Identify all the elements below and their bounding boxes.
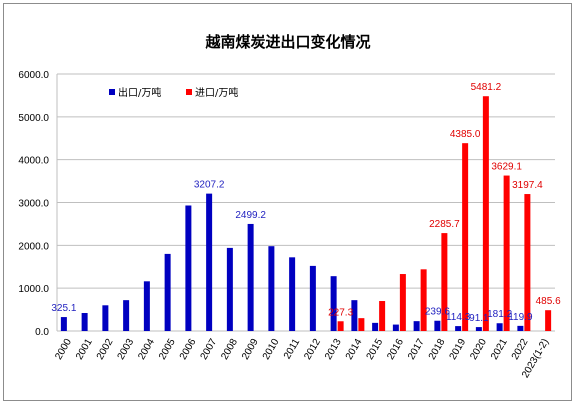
export-bar xyxy=(434,320,441,331)
x-tick-label: 2008 xyxy=(219,337,240,362)
export-bar xyxy=(206,193,213,331)
grid-lines xyxy=(56,73,555,332)
x-tick-label: 2004 xyxy=(136,337,157,362)
y-tick-label: 0.0 xyxy=(35,327,49,338)
legend-label-import: 进口/万吨 xyxy=(195,86,238,99)
x-tick-label: 2020 xyxy=(468,337,489,362)
import-bar xyxy=(441,233,448,331)
x-tick-label: 2005 xyxy=(157,337,178,362)
export-data-label: 181.2 xyxy=(487,309,512,320)
export-bar xyxy=(289,257,296,331)
export-data-label: 91.1 xyxy=(469,313,489,324)
data-labels: 325.1 3207.2 2499.2 239.6114.391.1181.2119.… xyxy=(51,82,561,324)
export-bar xyxy=(102,305,109,331)
x-tick-label: 2007 xyxy=(199,337,220,362)
x-axis-ticks: 2000 2001 2002 2003 2004 2005 2006 2007 2008 2009… xyxy=(53,337,551,380)
x-tick-label: 2014 xyxy=(344,337,365,362)
x-tick-label: 2017 xyxy=(406,337,427,362)
import-data-label: 227.3 xyxy=(328,307,353,318)
import-data-label: 4385.0 xyxy=(450,129,481,140)
legend-swatch-export xyxy=(109,89,115,95)
import-data-label: 3629.1 xyxy=(491,162,522,173)
x-tick-label: 2002 xyxy=(95,337,116,362)
export-bar xyxy=(496,323,503,331)
export-data-label: 114.3 xyxy=(446,312,471,323)
export-bar xyxy=(475,327,482,331)
export-bar xyxy=(60,317,67,331)
x-tick-label: 2015 xyxy=(365,337,386,362)
legend-label-export: 出口/万吨 xyxy=(118,86,161,99)
y-tick-label: 5000.0 xyxy=(18,113,49,124)
export-data-label: 119.9 xyxy=(508,312,533,323)
x-tick-label: 2000 xyxy=(53,337,74,362)
x-tick-label: 2010 xyxy=(261,337,282,362)
x-tick-label: 2013 xyxy=(323,337,344,362)
import-bar xyxy=(337,321,344,331)
import-bar xyxy=(358,318,365,331)
x-tick-label: 2018 xyxy=(427,337,448,362)
import-data-label: 485.6 xyxy=(536,296,561,307)
import-bar xyxy=(462,143,469,331)
export-bar xyxy=(392,324,399,331)
import-data-label: 3197.4 xyxy=(512,180,543,191)
y-tick-label: 3000.0 xyxy=(18,199,49,210)
import-bar xyxy=(503,175,510,331)
export-bar xyxy=(226,247,233,331)
export-bar xyxy=(143,281,150,331)
export-data-label: 325.1 xyxy=(51,303,76,314)
import-bar xyxy=(545,310,552,331)
export-bar xyxy=(372,322,379,331)
export-bar xyxy=(455,326,462,331)
import-bar xyxy=(482,96,489,332)
import-bar xyxy=(379,301,386,331)
y-tick-label: 6000.0 xyxy=(18,70,49,81)
export-data-label: 239.6 xyxy=(425,307,450,318)
export-bar xyxy=(330,276,337,331)
y-tick-label: 1000.0 xyxy=(18,284,49,295)
legend-swatch-import xyxy=(186,89,192,95)
import-data-label: 2285.7 xyxy=(429,219,460,230)
export-bar xyxy=(268,246,275,331)
export-bar xyxy=(517,325,524,331)
x-tick-label: 2022 xyxy=(510,337,531,362)
x-tick-label: 2001 xyxy=(74,337,95,362)
x-tick-label: 2003 xyxy=(116,337,137,362)
export-bar xyxy=(413,321,420,331)
x-tick-label: 2021 xyxy=(489,337,510,362)
export-bar xyxy=(351,300,358,331)
export-data-label: 2499.2 xyxy=(235,210,266,221)
export-bar xyxy=(247,223,254,331)
import-data-label: 5481.2 xyxy=(471,82,502,93)
export-bar xyxy=(185,205,192,331)
x-tick-label: 2006 xyxy=(178,337,199,362)
export-data-label: 3207.2 xyxy=(194,180,225,191)
legend: 出口/万吨 进口/万吨 xyxy=(109,86,238,99)
x-tick-label: 2019 xyxy=(448,337,469,362)
x-tick-label: 2016 xyxy=(385,337,406,362)
x-tick-label: 2011 xyxy=(282,337,302,362)
export-bar xyxy=(164,253,171,331)
bars xyxy=(60,96,552,332)
x-tick-label: 2009 xyxy=(240,337,261,362)
import-bar xyxy=(420,269,427,331)
x-tick-label: 2012 xyxy=(302,337,323,362)
export-bar xyxy=(123,300,130,331)
chart-title: 越南煤炭进出口变化情况 xyxy=(204,33,370,51)
export-bar xyxy=(309,265,316,331)
export-bar xyxy=(81,313,88,331)
import-bar xyxy=(524,194,531,331)
y-axis-ticks: 0.0 1000.0 2000.0 3000.0 4000.0 5000.0 6000.0 xyxy=(18,70,49,338)
y-tick-label: 2000.0 xyxy=(18,241,49,252)
import-bar xyxy=(399,274,406,331)
y-tick-label: 4000.0 xyxy=(18,156,49,167)
